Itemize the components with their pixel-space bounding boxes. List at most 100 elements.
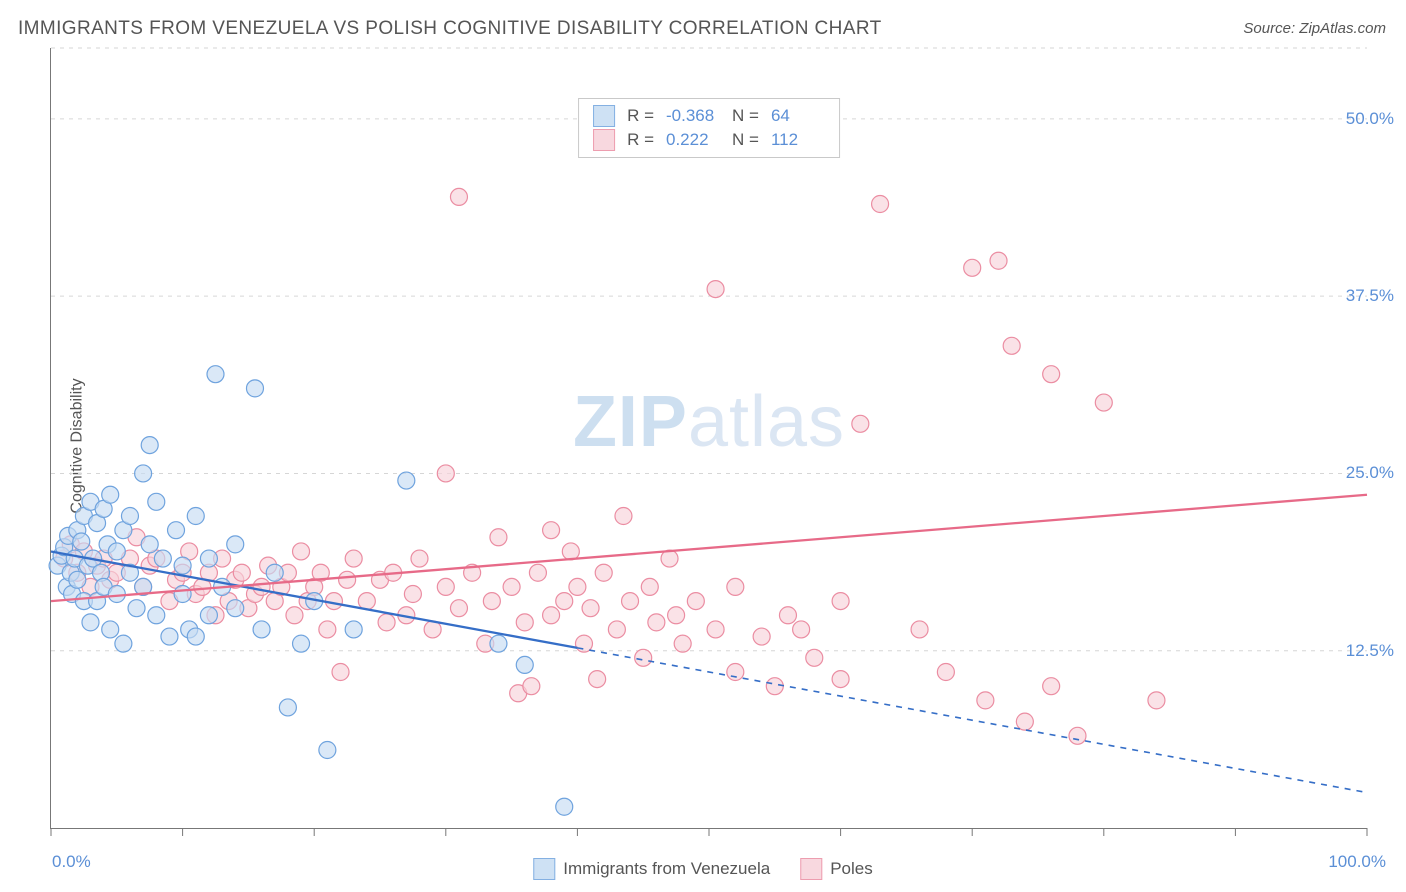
- scatter-point: [727, 664, 744, 681]
- legend-r-label: R =: [627, 130, 654, 150]
- scatter-point: [207, 366, 224, 383]
- scatter-point: [404, 586, 421, 603]
- scatter-point: [1043, 366, 1060, 383]
- scatter-point: [108, 586, 125, 603]
- scatter-point: [608, 621, 625, 638]
- legend-row-venezuela: R = -0.368 N = 64: [593, 105, 825, 127]
- scatter-point: [766, 678, 783, 695]
- scatter-point: [246, 380, 263, 397]
- scatter-point: [378, 614, 395, 631]
- scatter-series-poles: [56, 188, 1165, 744]
- scatter-point: [135, 465, 152, 482]
- scatter-point: [411, 550, 428, 567]
- scatter-point: [648, 614, 665, 631]
- scatter-point: [872, 196, 889, 213]
- scatter-point: [82, 614, 99, 631]
- scatter-point: [641, 578, 658, 595]
- scatter-point: [543, 607, 560, 624]
- scatter-point: [1095, 394, 1112, 411]
- scatter-point: [279, 699, 296, 716]
- legend-item-venezuela: Immigrants from Venezuela: [533, 858, 770, 880]
- scatter-point: [589, 671, 606, 688]
- scatter-point: [253, 621, 270, 638]
- scatter-point: [141, 437, 158, 454]
- scatter-point: [437, 578, 454, 595]
- scatter-point: [556, 798, 573, 815]
- x-axis-min-label: 0.0%: [52, 852, 91, 872]
- legend-label-poles: Poles: [830, 859, 873, 879]
- scatter-point: [523, 678, 540, 695]
- scatter-point: [187, 508, 204, 525]
- scatter-point: [266, 564, 283, 581]
- scatter-point: [332, 664, 349, 681]
- scatter-point: [707, 281, 724, 298]
- scatter-point: [668, 607, 685, 624]
- scatter-point: [200, 607, 217, 624]
- scatter-point: [490, 529, 507, 546]
- trend-line-solid: [51, 495, 1367, 601]
- scatter-point: [727, 578, 744, 595]
- scatter-point: [358, 593, 375, 610]
- scatter-point: [253, 578, 270, 595]
- scatter-point: [437, 465, 454, 482]
- scatter-point: [450, 600, 467, 617]
- legend-n-label: N =: [732, 106, 759, 126]
- scatter-point: [345, 621, 362, 638]
- swatch-venezuela-icon: [533, 858, 555, 880]
- scatter-point: [148, 607, 165, 624]
- scatter-point: [569, 578, 586, 595]
- legend-r-label: R =: [627, 106, 654, 126]
- scatter-point: [187, 628, 204, 645]
- scatter-point: [227, 536, 244, 553]
- scatter-point: [753, 628, 770, 645]
- scatter-point: [319, 742, 336, 759]
- plot-area: ZIPatlas R = -0.368 N = 64 R = 0.222 N =: [50, 48, 1367, 829]
- trend-lines: [51, 495, 1367, 793]
- scatter-point: [286, 607, 303, 624]
- scatter-point: [233, 564, 250, 581]
- series-legend: Immigrants from Venezuela Poles: [533, 858, 872, 880]
- scatter-point: [622, 593, 639, 610]
- x-ticks: [51, 828, 1367, 836]
- trend-line-dashed: [577, 648, 1367, 793]
- scatter-point: [398, 472, 415, 489]
- chart-title: IMMIGRANTS FROM VENEZUELA VS POLISH COGN…: [18, 18, 882, 40]
- scatter-point: [529, 564, 546, 581]
- scatter-point: [339, 571, 356, 588]
- scatter-point: [615, 508, 632, 525]
- scatter-point: [174, 586, 191, 603]
- scatter-point: [582, 600, 599, 617]
- chart-svg: [51, 48, 1367, 828]
- scatter-point: [832, 671, 849, 688]
- scatter-point: [977, 692, 994, 709]
- swatch-poles: [593, 129, 615, 151]
- source-name: ZipAtlas.com: [1299, 20, 1386, 37]
- legend-r-value-0: -0.368: [666, 106, 720, 126]
- scatter-point: [543, 522, 560, 539]
- scatter-point: [674, 635, 691, 652]
- scatter-point: [1016, 713, 1033, 730]
- scatter-point: [148, 493, 165, 510]
- scatter-point: [128, 600, 145, 617]
- scatter-point: [1069, 727, 1086, 744]
- scatter-point: [707, 621, 724, 638]
- scatter-point: [562, 543, 579, 560]
- scatter-point: [937, 664, 954, 681]
- scatter-point: [990, 252, 1007, 269]
- legend-n-value-0: 64: [771, 106, 825, 126]
- scatter-point: [174, 557, 191, 574]
- scatter-point: [102, 621, 119, 638]
- scatter-point: [69, 571, 86, 588]
- scatter-point: [227, 600, 244, 617]
- y-tick-label: 50.0%: [1346, 109, 1394, 129]
- scatter-point: [154, 550, 171, 567]
- scatter-point: [345, 550, 362, 567]
- scatter-point: [121, 508, 138, 525]
- scatter-point: [161, 628, 178, 645]
- legend-n-label: N =: [732, 130, 759, 150]
- scatter-point: [490, 635, 507, 652]
- scatter-point: [595, 564, 612, 581]
- y-tick-label: 12.5%: [1346, 641, 1394, 661]
- x-axis-max-label: 100.0%: [1328, 852, 1386, 872]
- swatch-poles-icon: [800, 858, 822, 880]
